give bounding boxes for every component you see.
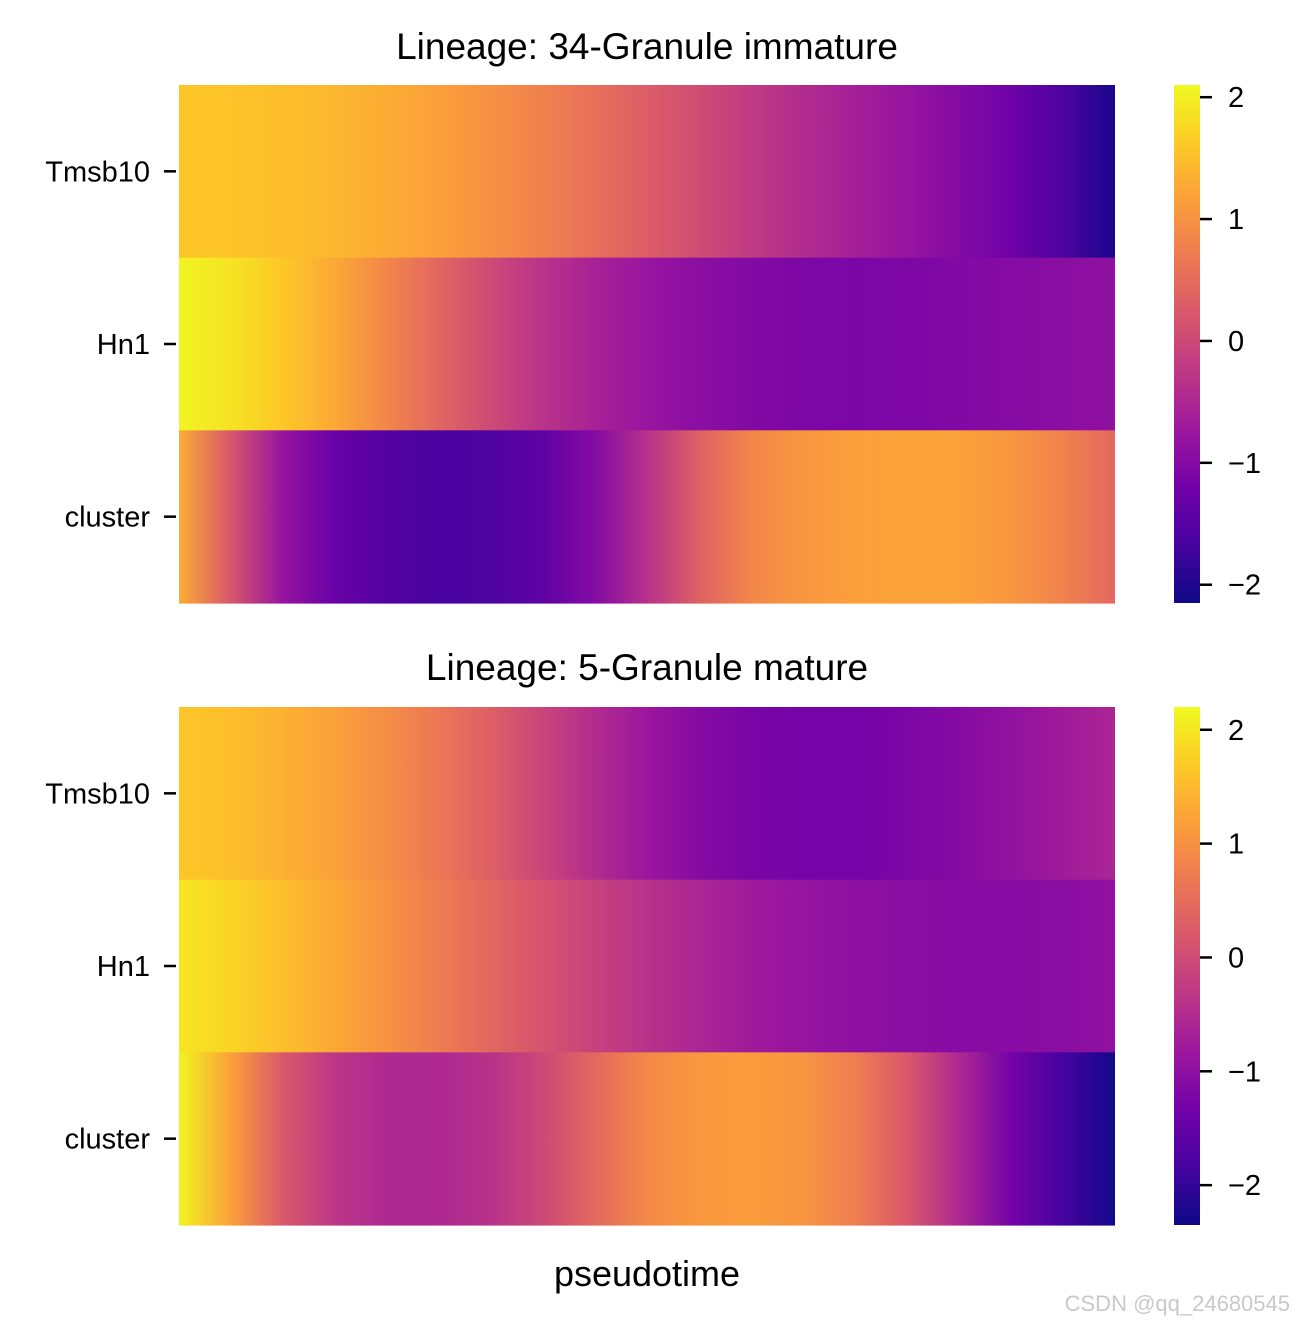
colorbar: 2 1 0 −1 −2 [1174, 707, 1261, 1225]
heatmap [179, 85, 1115, 604]
colorbar-tick-label: −2 [1228, 1170, 1261, 1202]
colorbar-tick-label: 0 [1228, 326, 1244, 358]
colorbar-tick-label: −1 [1228, 448, 1261, 480]
panel-34-granule-immature: Lineage: 34-Granule immature Tmsb10 Hn1 cl… [45, 26, 1261, 604]
colorbar-gradient [1174, 85, 1200, 603]
colorbar-tick-label: 1 [1228, 829, 1244, 861]
row-label-cluster: cluster [65, 502, 151, 534]
chart-title: Lineage: 5-Granule mature [426, 647, 868, 688]
heatmap-row-cluster [179, 430, 1115, 604]
row-label-tmsb10: Tmsb10 [45, 156, 150, 188]
chart-title: Lineage: 34-Granule immature [396, 26, 898, 67]
colorbar-gradient [1174, 707, 1200, 1225]
x-axis-label: pseudotime [554, 1253, 740, 1294]
colorbar-tick-label: 0 [1228, 942, 1244, 974]
row-label-hn1: Hn1 [97, 951, 150, 983]
row-label-cluster: cluster [65, 1124, 151, 1156]
row-labels: Tmsb10 Hn1 cluster [45, 778, 176, 1156]
heatmap-row-cluster [179, 1052, 1115, 1226]
colorbar-tick-label: 1 [1228, 204, 1244, 236]
heatmap-row-tmsb10 [179, 85, 1115, 259]
heatmap-row-hn1 [179, 879, 1115, 1053]
colorbar-tick-label: 2 [1228, 82, 1244, 114]
colorbar-tick-label: 2 [1228, 715, 1244, 747]
watermark: CSDN @qq_24680545 [1065, 1291, 1290, 1316]
heatmap-row-tmsb10 [179, 707, 1115, 881]
colorbar-tick-label: −1 [1228, 1056, 1261, 1088]
colorbar: 2 1 0 −1 −2 [1174, 82, 1261, 603]
heatmap-row-hn1 [179, 257, 1115, 431]
colorbar-tick-label: −2 [1228, 570, 1261, 602]
heatmap [179, 707, 1115, 1226]
row-label-hn1: Hn1 [97, 329, 150, 361]
panel-5-granule-mature: Lineage: 5-Granule mature Tmsb10 Hn1 clust… [45, 647, 1261, 1226]
row-labels: Tmsb10 Hn1 cluster [45, 156, 176, 534]
row-label-tmsb10: Tmsb10 [45, 778, 150, 810]
